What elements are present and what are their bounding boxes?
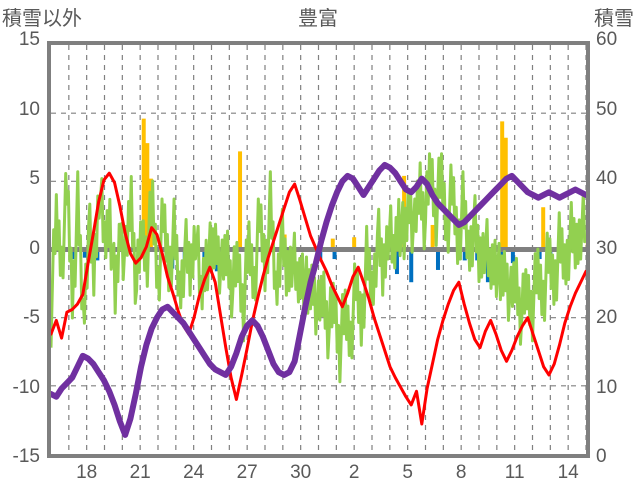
left-tick-label: 0 [29,237,40,259]
x-tick-label: 11 [504,462,525,483]
x-tick-label: 18 [76,462,98,483]
right-tick-label: 0 [596,446,607,467]
right-tick-label: 20 [596,307,618,328]
x-tick-label: 5 [402,462,413,483]
x-tick-label: 24 [183,462,205,483]
left-tick-label: -10 [12,376,40,398]
x-tick-label: 14 [557,462,579,483]
x-tick-label: 8 [455,462,467,483]
right-tick-label: 60 [596,29,618,50]
x-tick-label: 27 [236,462,258,483]
left-tick-label: 15 [18,29,40,50]
x-tick-label: 30 [290,462,312,483]
x-tick-label: 2 [348,462,360,483]
right-tick-label: 10 [596,376,618,398]
left-tick-label: 5 [29,168,40,189]
left-tick-label: -15 [12,446,40,467]
x-tick-label: 21 [129,462,151,483]
right-tick-label: 50 [596,98,618,120]
left-tick-label: 10 [18,98,40,120]
right-axis-title: 積雪 [594,8,634,30]
left-tick-label: -5 [23,307,40,328]
left-axis-title: 積雪以外 [2,8,82,30]
plot-area [47,41,590,458]
chart-title: 豊富 [298,8,338,30]
right-tick-label: 40 [596,168,618,189]
line-series-layer [51,152,586,438]
right-tick-label: 30 [596,237,618,259]
